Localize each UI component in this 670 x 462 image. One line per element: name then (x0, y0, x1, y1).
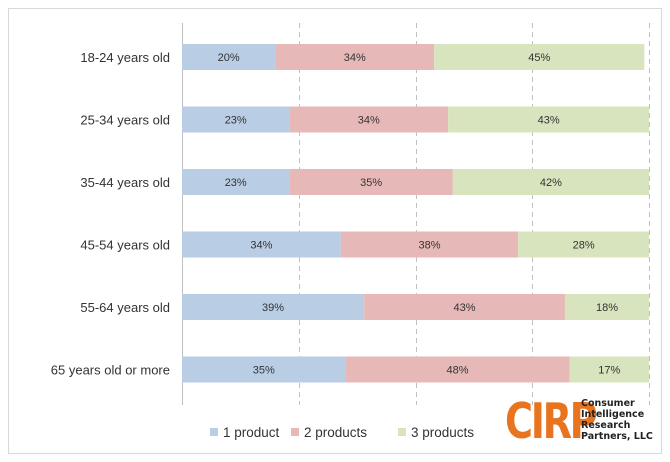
bar-segment (364, 294, 565, 320)
bar-segment (345, 356, 570, 383)
bar-segment (434, 44, 645, 70)
data-label: 35% (360, 177, 382, 189)
data-label: 43% (454, 302, 476, 314)
data-label: 28% (573, 240, 595, 252)
data-label: 34% (358, 115, 380, 127)
legend-swatch (210, 428, 218, 436)
bar-segment (569, 356, 649, 383)
data-label: 23% (225, 177, 247, 189)
legend-label: 2 products (304, 425, 367, 440)
data-label: 38% (418, 240, 440, 252)
bar-segment (564, 294, 649, 320)
bar-segment (182, 106, 290, 133)
data-label: 39% (262, 302, 284, 314)
chart-frame: 20% 34% 45% 23% 34% 43% 23% 35% 42% 34% 38% 28% 39% 4… (8, 8, 662, 454)
data-label: 17% (598, 365, 620, 377)
legend-label: 1 product (223, 425, 280, 440)
logo-line: Consumer (581, 398, 635, 409)
data-label: 20% (218, 52, 240, 64)
data-label: 18% (596, 302, 618, 314)
bar-segment (182, 294, 365, 320)
legend-label: 3 products (411, 425, 474, 440)
bar-segment (182, 356, 346, 383)
legend: 1 product 2 products 3 products (210, 425, 474, 440)
bar-segment (289, 169, 453, 195)
stacked-bar-chart: 20% 34% 45% 23% 34% 43% 23% 35% 42% 34% 38% 28% 39% 4… (51, 23, 650, 440)
legend-swatch (398, 428, 406, 436)
bar-segment (518, 231, 649, 258)
logo-line: Research (581, 420, 631, 431)
data-label: 45% (528, 52, 550, 64)
category-label: 65 years old or more (51, 363, 170, 378)
legend-swatch (291, 428, 299, 436)
logo-line: Partners, LLC (581, 431, 653, 442)
bar-segment (182, 169, 290, 195)
data-label: 48% (447, 365, 469, 377)
bar-segment (275, 44, 435, 70)
category-labels: 18-24 years old 25-34 years old 35-44 year… (51, 50, 170, 378)
gridlines (182, 23, 650, 405)
category-label: 45-54 years old (80, 238, 170, 253)
bar-segment (289, 106, 449, 133)
data-label: 42% (540, 177, 562, 189)
bars: 20% 34% 45% 23% 34% 43% 23% 35% 42% 34% 38% 28% 39% 4… (182, 44, 649, 383)
category-label: 35-44 years old (80, 175, 170, 190)
logo-mark: CIRP (505, 393, 598, 450)
category-label: 55-64 years old (80, 300, 170, 315)
data-label: 23% (225, 115, 247, 127)
bar-segment (182, 44, 276, 70)
logo-company-name: Consumer Intelligence Research Partners,… (581, 398, 665, 442)
bar-segment (340, 231, 519, 258)
logo-line: Intelligence (581, 409, 645, 420)
data-label: 43% (538, 115, 560, 127)
bar-segment (448, 106, 649, 133)
category-label: 25-34 years old (80, 113, 170, 128)
bar-segment (182, 231, 341, 258)
bar-segment (452, 169, 649, 195)
data-label: 34% (250, 240, 272, 252)
data-label: 35% (253, 365, 275, 377)
category-label: 18-24 years old (80, 50, 170, 65)
data-label: 34% (344, 52, 366, 64)
cirp-logo: CIRP Consumer Intelligence Research Part… (505, 395, 665, 459)
